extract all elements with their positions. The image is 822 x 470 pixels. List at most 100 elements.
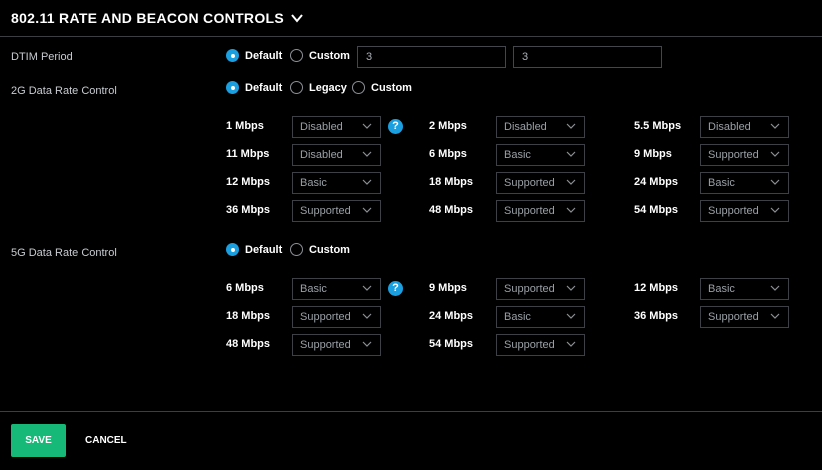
rate-select-value: Supported bbox=[300, 311, 351, 323]
rate-label: 6 Mbps bbox=[226, 282, 264, 294]
rate-label: 18 Mbps bbox=[226, 310, 271, 322]
chevron-down-icon bbox=[566, 123, 576, 129]
rate-select[interactable]: Supported bbox=[292, 200, 381, 222]
cancel-button[interactable]: CANCEL bbox=[85, 435, 127, 446]
rate-label: 36 Mbps bbox=[226, 204, 271, 216]
rate-label: 24 Mbps bbox=[429, 310, 474, 322]
chevron-down-icon bbox=[770, 179, 780, 185]
rate-label: 5.5 Mbps bbox=[634, 120, 682, 132]
section-header[interactable]: 802.11 RATE AND BEACON CONTROLS bbox=[11, 10, 304, 26]
rate-select-value: Disabled bbox=[300, 149, 343, 161]
5g-default-radio[interactable] bbox=[226, 243, 239, 256]
chevron-down-icon bbox=[566, 207, 576, 213]
rate-label: 2 Mbps bbox=[429, 120, 467, 132]
dtim-label: DTIM Period bbox=[11, 51, 73, 63]
2g-rate-control-label: 2G Data Rate Control bbox=[11, 85, 117, 97]
rate-select[interactable]: Basic bbox=[700, 278, 789, 300]
5g-rate-control-label: 5G Data Rate Control bbox=[11, 247, 117, 259]
save-button[interactable]: SAVE bbox=[11, 424, 66, 457]
rate-select[interactable]: Supported bbox=[292, 306, 381, 328]
dtim-custom-radio[interactable] bbox=[290, 49, 303, 62]
chevron-down-icon bbox=[770, 313, 780, 319]
2g-default-radio[interactable] bbox=[226, 81, 239, 94]
chevron-down-icon bbox=[566, 313, 576, 319]
rate-select[interactable]: Supported bbox=[700, 306, 789, 328]
2g-legacy-label: Legacy bbox=[309, 81, 347, 94]
rate-select-value: Supported bbox=[504, 205, 555, 217]
rate-select[interactable]: Supported bbox=[700, 200, 789, 222]
chevron-down-icon bbox=[566, 285, 576, 291]
rate-select-value: Basic bbox=[708, 177, 735, 189]
chevron-down-icon bbox=[362, 341, 372, 347]
rate-select[interactable]: Basic bbox=[292, 278, 381, 300]
rate-select[interactable]: Supported bbox=[292, 334, 381, 356]
header-divider bbox=[0, 36, 822, 37]
chevron-down-icon bbox=[362, 313, 372, 319]
rate-select[interactable]: Supported bbox=[496, 278, 585, 300]
rate-select[interactable]: Basic bbox=[496, 144, 585, 166]
rate-label: 54 Mbps bbox=[634, 204, 679, 216]
dtim-default-option[interactable]: Default bbox=[226, 49, 282, 62]
rate-label: 48 Mbps bbox=[429, 204, 474, 216]
rate-select[interactable]: Basic bbox=[292, 172, 381, 194]
rate-select[interactable]: Basic bbox=[700, 172, 789, 194]
dtim-custom-option[interactable]: Custom bbox=[290, 49, 350, 62]
rate-select[interactable]: Supported bbox=[700, 144, 789, 166]
rate-select-value: Supported bbox=[708, 205, 759, 217]
rate-label: 12 Mbps bbox=[634, 282, 679, 294]
rate-label: 9 Mbps bbox=[634, 148, 672, 160]
chevron-down-icon bbox=[362, 285, 372, 291]
2g-custom-label: Custom bbox=[371, 81, 412, 94]
rate-select-value: Basic bbox=[504, 311, 531, 323]
rate-select[interactable]: Supported bbox=[496, 200, 585, 222]
chevron-down-icon bbox=[770, 151, 780, 157]
footer-divider bbox=[0, 411, 822, 412]
2g-legacy-radio[interactable] bbox=[290, 81, 303, 94]
rate-select[interactable]: Supported bbox=[496, 172, 585, 194]
chevron-down-icon bbox=[362, 123, 372, 129]
dtim-value-field-2[interactable]: 3 bbox=[513, 46, 662, 68]
rate-select-value: Supported bbox=[504, 339, 555, 351]
dtim-default-radio[interactable] bbox=[226, 49, 239, 62]
2g-default-option[interactable]: Default bbox=[226, 81, 282, 94]
rate-select[interactable]: Disabled bbox=[700, 116, 789, 138]
5g-default-label: Default bbox=[245, 243, 283, 256]
2g-custom-option[interactable]: Custom bbox=[352, 81, 412, 94]
rate-select[interactable]: Basic bbox=[496, 306, 585, 328]
rate-label: 11 Mbps bbox=[226, 148, 270, 160]
rate-select-value: Supported bbox=[708, 149, 759, 161]
rate-select-value: Supported bbox=[504, 177, 555, 189]
5g-custom-radio[interactable] bbox=[290, 243, 303, 256]
chevron-down-icon bbox=[362, 207, 372, 213]
rate-select-value: Supported bbox=[300, 205, 351, 217]
5g-custom-option[interactable]: Custom bbox=[290, 243, 350, 256]
dtim-custom-label: Custom bbox=[309, 49, 350, 62]
rate-label: 36 Mbps bbox=[634, 310, 679, 322]
section-title: 802.11 RATE AND BEACON CONTROLS bbox=[11, 10, 285, 26]
rate-label: 1 Mbps bbox=[226, 120, 264, 132]
2g-custom-radio[interactable] bbox=[352, 81, 365, 94]
rate-select-value: Disabled bbox=[504, 121, 547, 133]
5g-default-option[interactable]: Default bbox=[226, 243, 282, 256]
rate-select-value: Supported bbox=[504, 283, 555, 295]
rate-select[interactable]: Disabled bbox=[292, 144, 381, 166]
rate-select[interactable]: Disabled bbox=[496, 116, 585, 138]
help-icon[interactable]: ? bbox=[388, 119, 403, 134]
2g-legacy-option[interactable]: Legacy bbox=[290, 81, 347, 94]
rate-select[interactable]: Disabled bbox=[292, 116, 381, 138]
rate-label: 48 Mbps bbox=[226, 338, 271, 350]
rate-label: 54 Mbps bbox=[429, 338, 474, 350]
rate-select-value: Basic bbox=[300, 177, 327, 189]
dtim-default-label: Default bbox=[245, 49, 283, 62]
rate-label: 6 Mbps bbox=[429, 148, 467, 160]
rate-select-value: Basic bbox=[504, 149, 531, 161]
help-icon[interactable]: ? bbox=[388, 281, 403, 296]
chevron-down-icon bbox=[362, 151, 372, 157]
rate-label: 18 Mbps bbox=[429, 176, 474, 188]
dtim-value-field-1[interactable]: 3 bbox=[357, 46, 506, 68]
chevron-down-icon bbox=[566, 179, 576, 185]
chevron-down-icon bbox=[566, 151, 576, 157]
rate-select[interactable]: Supported bbox=[496, 334, 585, 356]
chevron-down-icon bbox=[362, 179, 372, 185]
rate-select-value: Disabled bbox=[300, 121, 343, 133]
